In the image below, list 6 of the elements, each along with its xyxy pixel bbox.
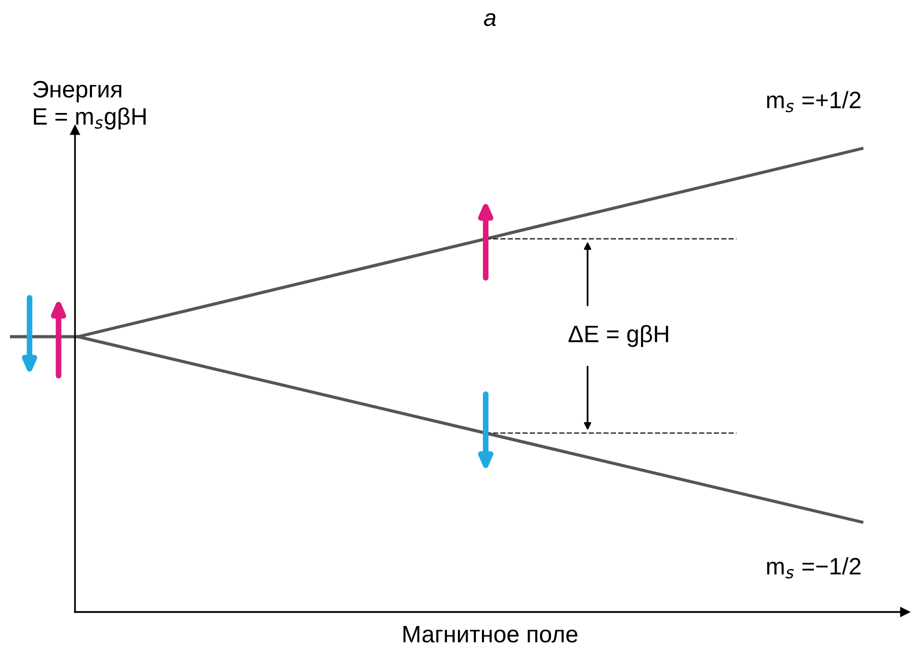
annotation: ΔE = gβH [568,324,668,347]
text: m$_{s}$ =+1/2 [767,91,860,112]
chart-title: a [484,13,496,26]
x-axis-title: Магнитное поле [404,626,578,643]
annotation: m$_{s}$ =−1/2 [767,557,860,579]
y-axis-title: Энергия E = m$_{s}$gβH [33,80,146,130]
